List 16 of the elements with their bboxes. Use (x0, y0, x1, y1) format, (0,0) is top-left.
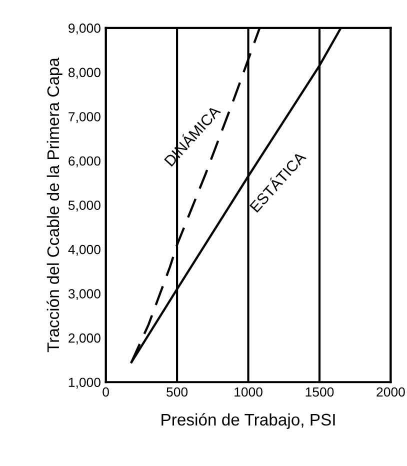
y-tick-label: 5,000 (68, 200, 100, 212)
x-tick-label: 1000 (234, 387, 262, 397)
y-tick-label: 4,000 (68, 244, 100, 256)
y-tick-label: 1,000 (68, 378, 100, 389)
y-tick-label: 6,000 (68, 156, 100, 168)
y-tick-label: 9,000 (68, 24, 100, 34)
y-tick-label: 7,000 (68, 112, 100, 123)
x-tick-label: 1500 (306, 387, 334, 397)
y-axis-title: Tracción del Ccable de la Primera Capa (46, 58, 62, 352)
y-tick-label: 3,000 (68, 289, 100, 300)
x-tick-label: 500 (166, 387, 188, 397)
y-tick-label: 8,000 (68, 68, 100, 79)
x-tick-label: 2000 (376, 387, 405, 397)
y-tick-label: 2,000 (68, 333, 100, 344)
x-axis-title: Presión de Trabajo, PSI (162, 413, 335, 429)
x-tick-label: 0 (102, 387, 109, 397)
